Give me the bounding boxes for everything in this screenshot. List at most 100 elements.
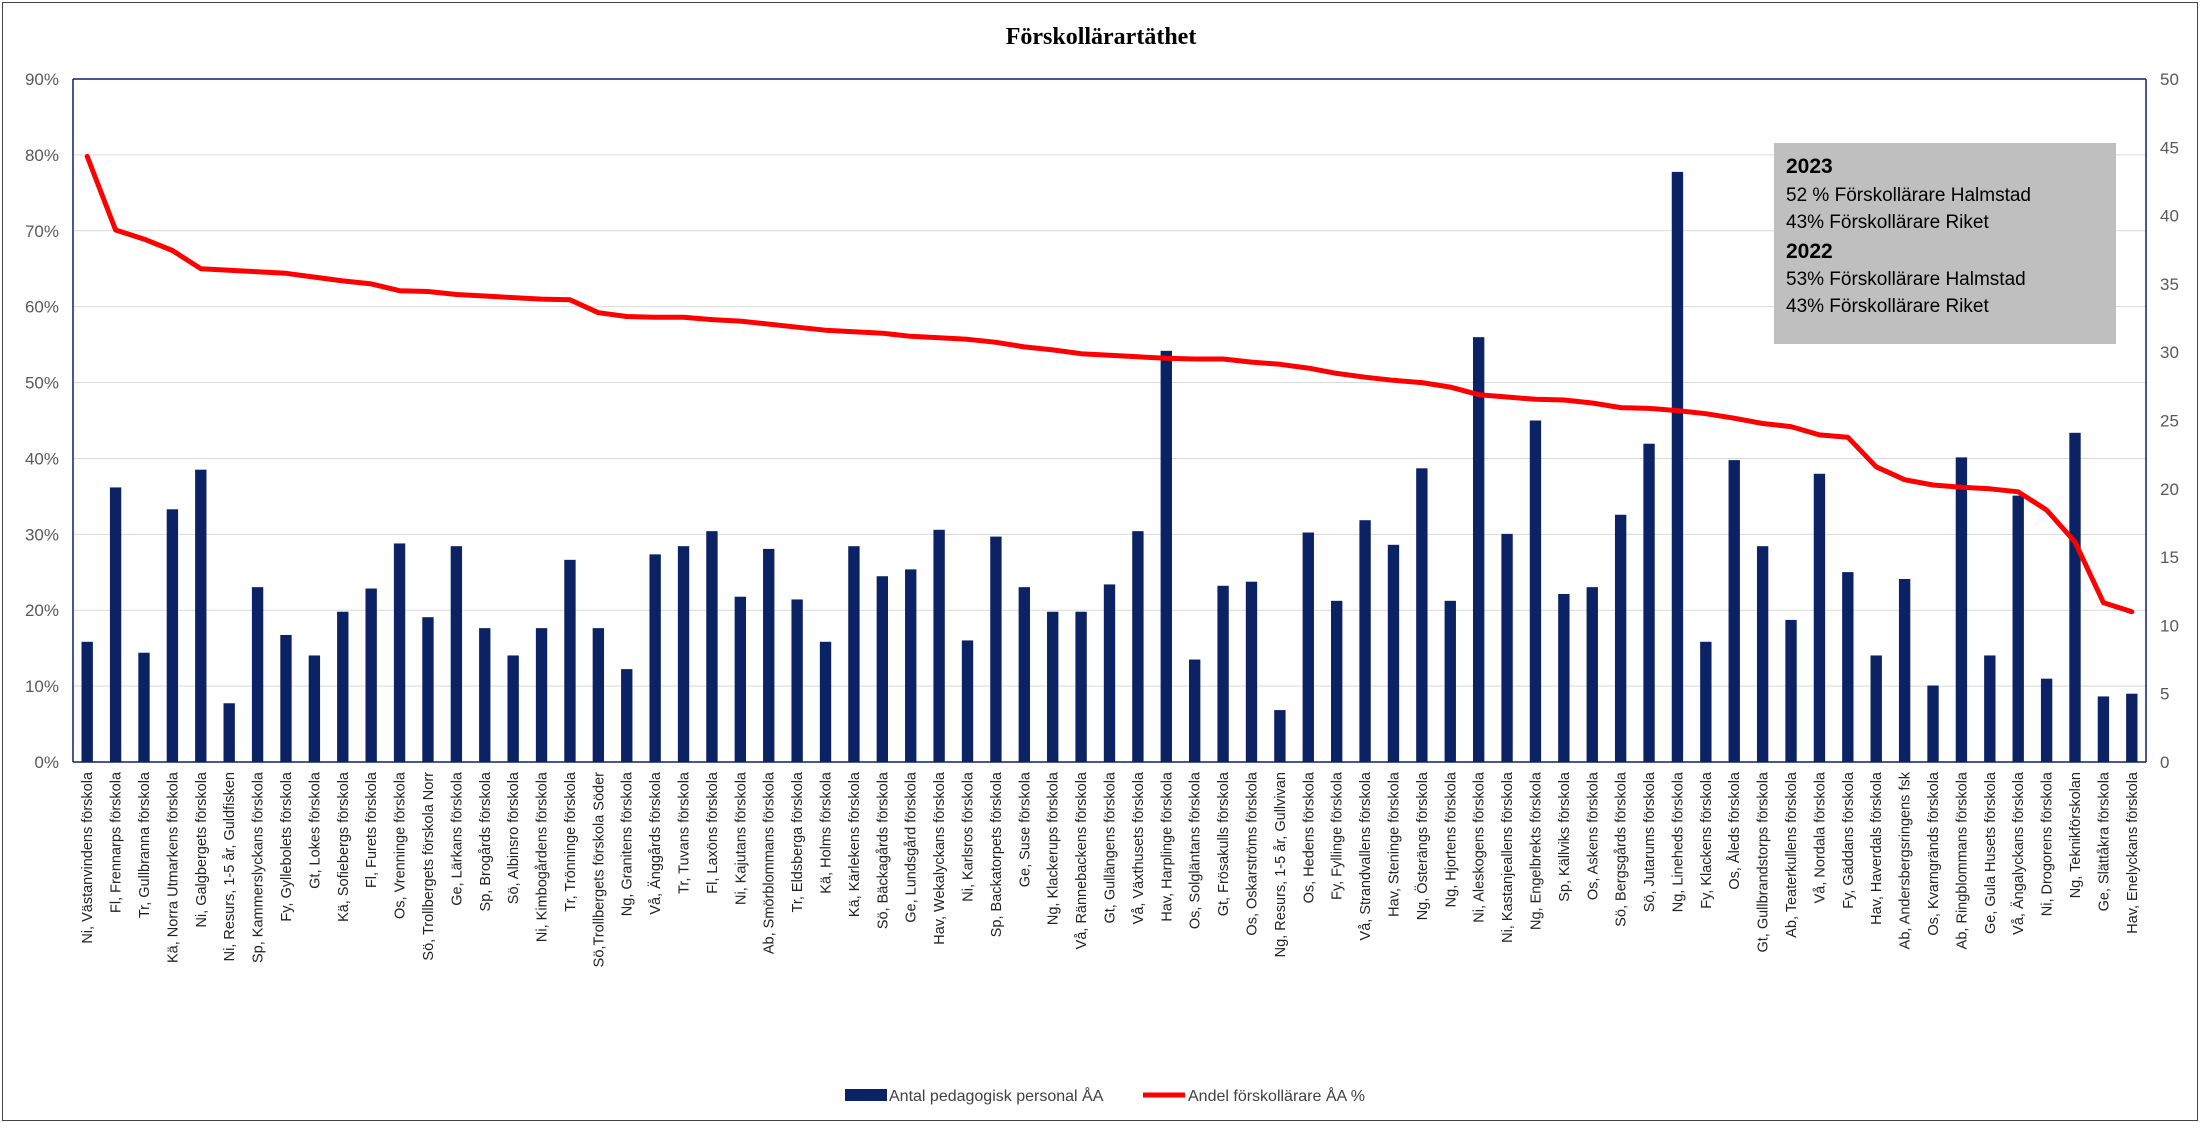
x-tick-label: Gt, Gullängens förskola <box>1103 771 1119 923</box>
right-tick-label: 40 <box>2160 207 2179 226</box>
bar <box>1359 520 1371 762</box>
bar <box>1075 611 1087 762</box>
x-tick-label: Os, Kvarngränds förskola <box>1926 771 1942 936</box>
bar <box>1529 420 1542 762</box>
bar <box>1018 587 1030 762</box>
bar <box>1217 585 1229 762</box>
left-tick-label: 50% <box>25 374 59 393</box>
bar <box>507 655 519 762</box>
bar <box>450 546 463 762</box>
bar <box>1614 514 1627 762</box>
bar <box>621 669 633 762</box>
right-tick-label: 25 <box>2160 412 2179 431</box>
x-tick-label: Fl, Laxöns förskola <box>705 771 721 894</box>
bar <box>933 529 945 762</box>
x-tick-label: Vå, Strandvallens förskola <box>1358 771 1374 940</box>
bar <box>791 599 803 762</box>
x-tick-label: Ng, Hjortens förskola <box>1443 771 1459 907</box>
left-tick-label: 90% <box>25 70 59 89</box>
x-tick-label: Ge, Gula Husets förskola <box>1983 771 1999 934</box>
right-tick-label: 5 <box>2160 685 2169 704</box>
left-tick-label: 70% <box>25 222 59 241</box>
x-tick-label: Kä, Holms förskola <box>819 771 835 894</box>
axes: 0% 10% 20% 30% 40% 50% 60% 70% 80% 90% 0 5 10 15 20 25 3… <box>25 70 2179 772</box>
bar <box>1245 581 1258 762</box>
bar <box>1501 533 1513 762</box>
x-tick-label: Ng, Klackerups förskola <box>1046 771 1062 925</box>
x-tick-label: Ab, Ringblommans förskola <box>1954 771 1970 949</box>
x-tick-label: Hav, Haverdals förskola <box>1869 771 1885 925</box>
bar <box>393 543 406 762</box>
x-tick-label: Sö, Jutarums förskola <box>1642 771 1658 912</box>
x-tick-label: Sp, Källviks förskola <box>1557 771 1573 902</box>
x-tick-label: Sö, Albinsro förskola <box>506 771 522 904</box>
x-tick-label: Vå, Rännebackens förskola <box>1074 771 1090 949</box>
annotation-line: 2022 <box>1786 240 1833 263</box>
x-tick-label: Os, Askens förskola <box>1585 771 1601 900</box>
x-tick-label: Ng, Teknikförskolan <box>2068 772 2084 898</box>
left-tick-label: 40% <box>25 449 59 468</box>
right-tick-label: 30 <box>2160 343 2179 362</box>
x-tick-label: Tr, Eldsberga förskola <box>790 771 806 912</box>
legend: Antal pedagogisk personal ÅA Andel försko… <box>845 1086 1365 1105</box>
bar <box>1444 600 1456 762</box>
bar <box>223 703 235 762</box>
bar-series <box>81 171 2138 762</box>
bar <box>990 536 1002 762</box>
bar <box>1898 578 1911 762</box>
bar <box>1671 171 1684 762</box>
left-tick-label: 20% <box>25 601 59 620</box>
left-tick-label: 60% <box>25 298 59 317</box>
bar <box>1756 546 1769 762</box>
right-tick-label: 20 <box>2160 480 2179 499</box>
x-tick-label: Ni, Galgbergets förskola <box>194 771 210 927</box>
x-tick-label: Sp, Kammerslyckans förskola <box>251 771 267 963</box>
bar <box>876 576 889 762</box>
bar <box>649 554 661 762</box>
series-line <box>84 153 2135 615</box>
annotation-line: 52 % Förskollärare Halmstad <box>1786 185 2031 206</box>
right-tick-label: 15 <box>2160 548 2179 567</box>
x-tick-label: Hav, Enelyckans förskola <box>2125 771 2141 934</box>
x-tick-label: Fy, Gäddans förskola <box>1841 771 1857 909</box>
bar <box>1047 611 1059 762</box>
bar <box>422 617 434 762</box>
bar <box>1785 619 1797 762</box>
x-tick-label: Fy, Gyllebolets förskola <box>279 771 295 922</box>
bar <box>308 655 321 762</box>
right-tick-label: 45 <box>2160 138 2179 157</box>
bar <box>1955 457 1968 762</box>
right-tick-label: 35 <box>2160 275 2179 294</box>
x-tick-label: Ng, Österängs förskola <box>1413 771 1431 920</box>
bar <box>734 596 747 762</box>
x-tick-label: Ni, Drogorens förskola <box>2040 771 2056 916</box>
bar <box>706 531 718 762</box>
bar <box>848 546 860 762</box>
x-tick-label: Ng, Resurs, 1-5 år, Gullvivan <box>1273 772 1289 957</box>
bar <box>564 559 576 762</box>
annotation-line: 43% Förskollärare Riket <box>1786 296 1989 317</box>
x-tick-label: Ni, Västanvindens förskola <box>80 771 96 944</box>
bar <box>1160 350 1172 762</box>
x-tick-label: Sö,Trollbergets förskola Söder <box>591 772 607 967</box>
legend-swatch-bar <box>845 1089 887 1101</box>
x-tick-label: Ng, Lineheds förskola <box>1670 771 1686 912</box>
bar <box>2012 495 2024 762</box>
right-tick-label: 0 <box>2160 753 2169 772</box>
x-tick-label: Ni, Aleskogens förskola <box>1472 771 1488 923</box>
x-tick-label: Os, Åleds förskola <box>1726 771 1743 890</box>
bar <box>1189 659 1201 762</box>
x-tick-label: Os, Oskarströms förskola <box>1244 771 1260 935</box>
bar <box>337 611 349 762</box>
x-tick-label: Sö, Trollbergets förskola Norr <box>421 772 437 961</box>
bar <box>1984 655 1996 762</box>
x-tick-label: Vå, Ängalyckans förskola <box>2010 771 2027 935</box>
x-tick-label: Sp, Backatorpets förskola <box>989 771 1005 937</box>
bar <box>1842 572 1854 762</box>
bar <box>1927 685 1939 762</box>
x-tick-label: Tr, Trönninge förskola <box>563 771 579 912</box>
bar <box>1472 337 1485 762</box>
bar <box>592 628 605 762</box>
x-tick-label: Ng, Engelbrekts förskola <box>1528 771 1544 930</box>
bar <box>166 509 179 762</box>
